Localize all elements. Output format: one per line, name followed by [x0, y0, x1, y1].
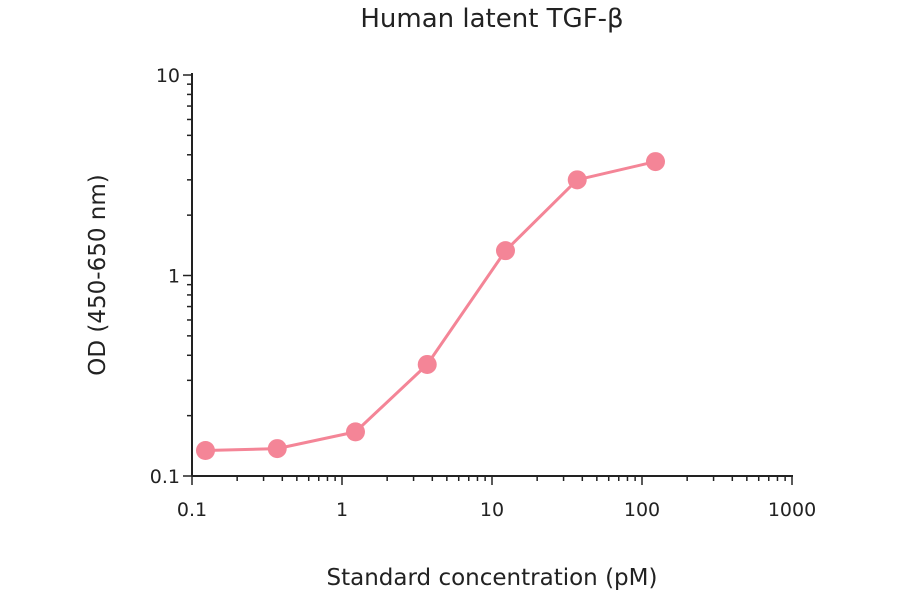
data-point — [495, 241, 515, 261]
data-point — [417, 354, 437, 374]
y-tick-label: 1 — [168, 266, 180, 288]
y-tick-label: 10 — [156, 65, 180, 87]
data-point — [345, 422, 365, 442]
chart-title: Human latent TGF-β — [360, 4, 623, 34]
data-point — [195, 441, 215, 461]
data-point — [267, 439, 287, 459]
x-tick-label: 1000 — [768, 499, 816, 521]
x-axis-title: Standard concentration (pM) — [327, 565, 658, 591]
series-line — [205, 160, 656, 452]
y-axis-title: OD (450-650 nm) — [85, 174, 111, 375]
axes: 0.1 1 10 100 1000 0.1 1 10 — [150, 65, 816, 521]
x-tick-label: 1 — [336, 499, 348, 521]
x-tick-label: 100 — [624, 499, 660, 521]
series-layer — [195, 152, 665, 461]
x-tick-label: 10 — [480, 499, 504, 521]
data-point — [645, 152, 665, 172]
y-tick-label: 0.1 — [150, 466, 180, 488]
x-tick-label: 0.1 — [177, 499, 207, 521]
data-point — [567, 170, 587, 190]
